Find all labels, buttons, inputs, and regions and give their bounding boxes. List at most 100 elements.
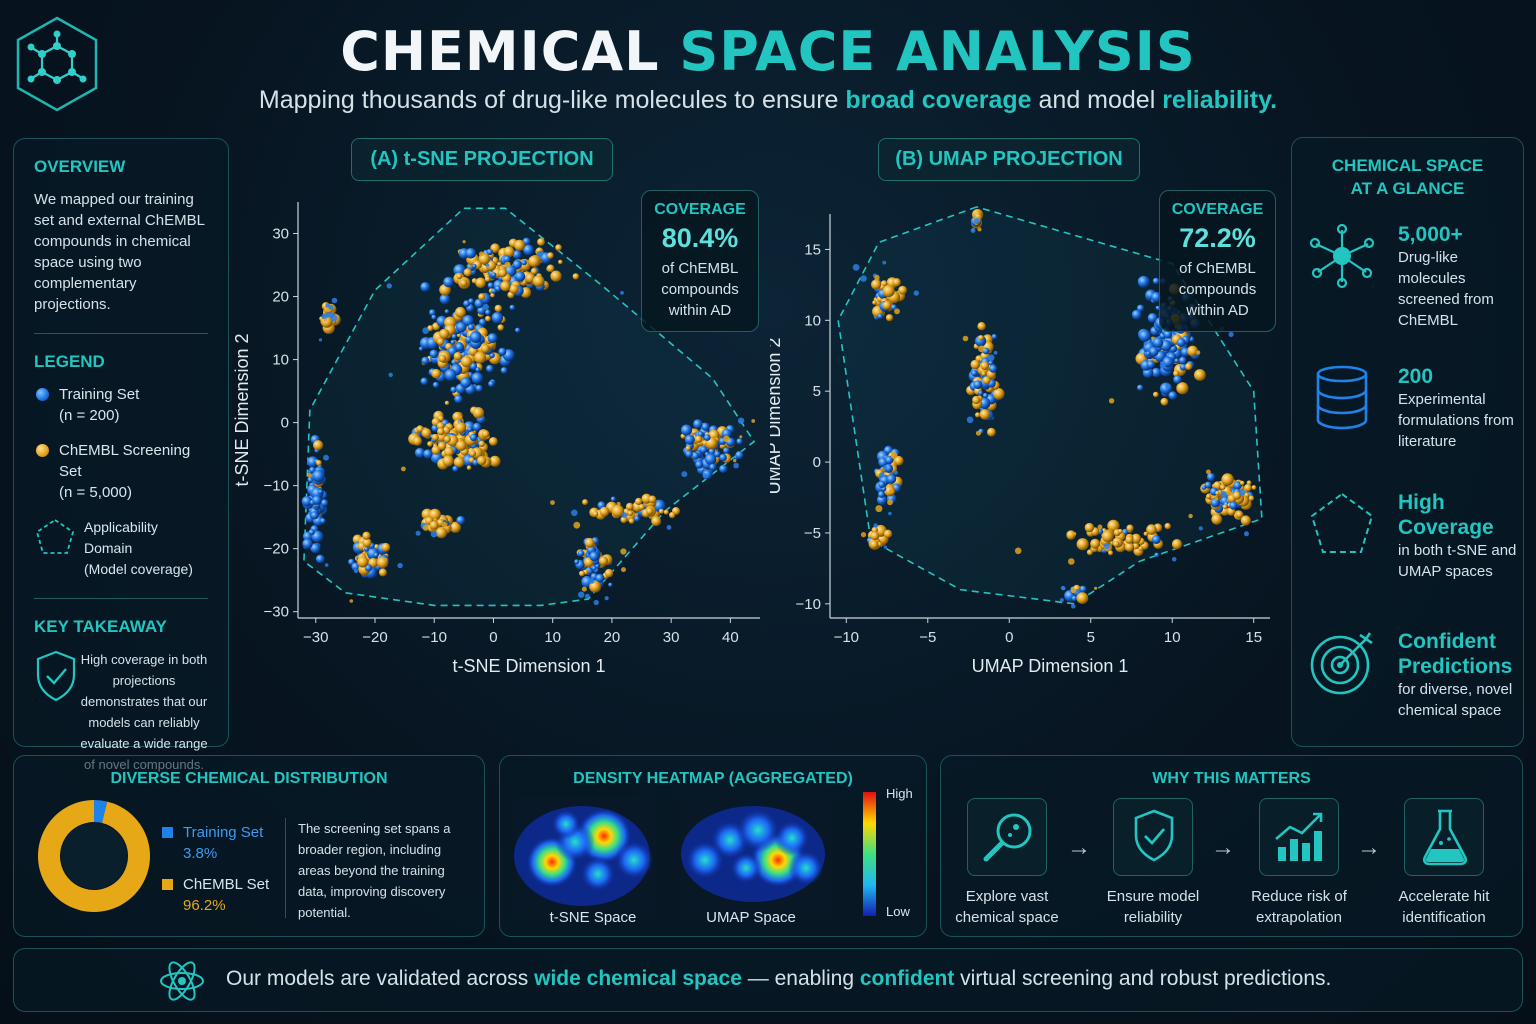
training-point: [431, 314, 437, 320]
training-point: [991, 333, 998, 340]
scatter-point: [873, 523, 878, 528]
training-point: [1151, 292, 1162, 303]
x-tick-label: −10: [834, 629, 859, 646]
chembl-point: [694, 435, 703, 443]
chembl-point: [1235, 511, 1243, 519]
chembl-point: [592, 511, 599, 517]
chembl-point: [525, 273, 535, 283]
chembl-point: [435, 527, 447, 539]
distribution-donut-chart: [38, 800, 150, 912]
why-step-box: [1259, 798, 1339, 876]
training-point: [469, 362, 478, 371]
footer-text: Our models are validated across wide che…: [226, 967, 1332, 990]
scatter-point: [860, 275, 867, 282]
umap-coverage-box: COVERAGE 72.2% of ChEMBL compounds withi…: [1159, 190, 1276, 332]
legend-ad: Applicability Domain (Model coverage): [34, 517, 208, 580]
chembl-point: [892, 278, 901, 287]
scatter-point: [888, 511, 892, 516]
y-tick-label: −10: [264, 478, 289, 495]
scatter-point: [973, 217, 980, 224]
training-point: [468, 298, 474, 304]
chembl-point: [460, 355, 473, 368]
training-point: [450, 386, 457, 393]
training-point: [1147, 313, 1158, 323]
tsne-chart-title: (A) t-SNE PROJECTION: [351, 138, 613, 181]
chembl-point: [437, 427, 445, 436]
chembl-dot-icon: [36, 444, 49, 457]
divider: [285, 818, 286, 918]
scatter-point: [422, 525, 429, 531]
training-point: [310, 511, 319, 520]
training-point: [695, 460, 704, 469]
chembl-point: [1132, 542, 1140, 550]
scatter-point: [883, 545, 887, 549]
donut-legend-chembl: ChEMBL Set 96.2%: [162, 874, 269, 916]
chembl-point: [987, 427, 996, 437]
scatter-point: [1165, 383, 1171, 390]
scatter-point: [462, 240, 466, 244]
scatter-point: [581, 586, 587, 592]
training-point: [302, 538, 313, 549]
target-icon: [1310, 632, 1373, 695]
why-step-box: [1404, 798, 1484, 876]
glance-panel: CHEMICAL SPACE AT A GLANCE 5,000+ Drug-li…: [1291, 137, 1524, 747]
scatter-point: [852, 264, 860, 271]
chembl-point: [442, 455, 454, 467]
chembl-point: [599, 506, 610, 517]
scatter-point: [1071, 604, 1076, 609]
y-tick-label: 10: [804, 312, 821, 329]
glance-heading-2: AT A GLANCE: [1350, 179, 1465, 198]
chembl-point: [978, 335, 984, 341]
scatter-point: [330, 314, 338, 322]
chembl-point: [362, 538, 372, 548]
x-tick-label: 0: [489, 629, 497, 646]
chembl-point: [620, 516, 628, 524]
scatter-point: [879, 472, 885, 478]
training-point: [1149, 346, 1159, 357]
chembl-point: [1222, 504, 1228, 510]
scatter-point: [894, 308, 900, 315]
scatter-point: [458, 415, 462, 419]
chembl-point: [1108, 550, 1114, 556]
training-point: [373, 552, 379, 558]
scatter-point: [1094, 586, 1098, 590]
training-point: [719, 453, 727, 462]
scatter-point: [1226, 490, 1233, 497]
scatter-point: [323, 318, 327, 322]
chembl-point: [455, 422, 467, 434]
distribution-text: The screening set spans a broader region…: [298, 821, 451, 920]
chembl-point: [579, 570, 585, 577]
training-point: [1152, 337, 1164, 348]
training-point: [491, 288, 497, 294]
training-point: [491, 312, 503, 324]
training-point: [471, 372, 484, 384]
training-point: [472, 263, 477, 269]
scatter-point: [875, 505, 883, 513]
coverage-label: COVERAGE: [1171, 201, 1264, 218]
scatter-point: [1097, 524, 1103, 530]
chembl-point: [898, 285, 907, 295]
scatter-point: [733, 462, 739, 469]
chembl-point: [357, 556, 369, 568]
legend-chembl: ChEMBL Screening Set (n = 5,000): [34, 440, 208, 503]
training-point: [1179, 363, 1187, 371]
scatter-point: [504, 261, 511, 268]
chembl-point: [1221, 473, 1234, 486]
chembl-point: [663, 509, 669, 515]
training-point: [318, 489, 323, 494]
chembl-point: [485, 315, 491, 322]
scatter-point: [1070, 587, 1077, 594]
chembl-point: [1215, 490, 1220, 496]
y-tick-label: 15: [804, 241, 821, 258]
training-point: [876, 494, 887, 505]
training-point: [971, 370, 978, 377]
training-point: [973, 380, 983, 389]
training-point: [1233, 481, 1242, 490]
training-point: [1136, 304, 1145, 312]
scatter-point: [388, 372, 393, 378]
legend-training-count: (n = 200): [59, 407, 120, 424]
glance-desc: Experimental formulations from literatur…: [1398, 391, 1514, 450]
legend-training: Training Set (n = 200): [34, 384, 208, 426]
chembl-point: [1187, 345, 1198, 357]
scatter-point: [353, 568, 359, 574]
